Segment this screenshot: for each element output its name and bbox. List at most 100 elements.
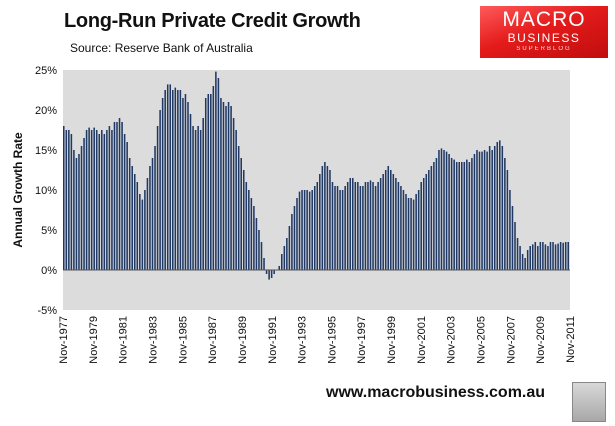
bar — [288, 226, 291, 270]
bar — [78, 154, 80, 270]
bar — [136, 182, 139, 270]
bar — [248, 190, 250, 270]
bar — [174, 87, 177, 270]
bar — [210, 94, 212, 270]
bar — [161, 98, 164, 270]
x-tick-label: Nov-2009 — [535, 316, 547, 364]
bar — [349, 178, 351, 270]
x-tick-label: Nov-2005 — [476, 316, 488, 364]
bar — [93, 127, 95, 270]
bar — [101, 130, 103, 270]
bar — [521, 254, 524, 270]
bar — [268, 270, 270, 280]
bar — [222, 102, 225, 270]
bar — [184, 94, 187, 270]
bar — [202, 118, 204, 270]
bar — [369, 180, 372, 270]
bar — [146, 178, 149, 270]
x-tick-label: Nov-1977 — [58, 316, 70, 364]
bar — [308, 191, 311, 270]
bar — [506, 170, 509, 270]
bar — [235, 130, 237, 270]
bar — [493, 146, 496, 270]
x-tick-label: Nov-2007 — [505, 316, 517, 364]
bar — [75, 158, 78, 270]
bar — [554, 244, 557, 270]
bar — [116, 122, 118, 270]
bar — [286, 238, 288, 270]
bar — [230, 106, 232, 270]
bar — [227, 102, 230, 270]
bar — [440, 148, 443, 270]
bar — [379, 178, 382, 270]
bar — [172, 90, 174, 270]
bar — [65, 130, 68, 270]
bar — [118, 118, 121, 270]
bar — [341, 190, 344, 270]
bar — [384, 170, 387, 270]
bar — [478, 151, 481, 270]
bar — [123, 134, 126, 270]
bar — [339, 190, 341, 270]
y-tick-label: 0% — [41, 265, 57, 277]
bar — [448, 154, 450, 270]
bar — [192, 126, 194, 270]
bar — [263, 258, 265, 270]
website-link[interactable]: www.macrobusiness.com.au — [326, 384, 546, 401]
bar — [144, 190, 146, 270]
bar — [156, 126, 159, 270]
bar — [529, 246, 531, 270]
bar — [504, 158, 506, 270]
x-tick-label: Nov-1993 — [297, 316, 309, 364]
bar — [443, 150, 445, 270]
bar — [519, 246, 521, 270]
bar — [458, 162, 460, 270]
bar — [410, 198, 412, 270]
bar — [283, 246, 286, 270]
bar — [450, 158, 453, 270]
bar — [374, 186, 377, 270]
bar — [329, 170, 331, 270]
bar — [88, 127, 90, 270]
y-tick-label: -5% — [37, 305, 57, 317]
bar — [166, 84, 169, 271]
bar — [549, 242, 552, 270]
bar — [293, 206, 296, 270]
bar — [103, 134, 106, 270]
bar — [306, 190, 308, 270]
bar — [154, 146, 156, 270]
x-tick-label: Nov-2003 — [446, 316, 458, 364]
x-tick-label: Nov-1997 — [356, 316, 368, 364]
macrobusiness-logo[interactable]: MACRO BUSINESS SUPERBLOG — [480, 6, 608, 58]
bar — [417, 190, 420, 270]
bar — [400, 186, 402, 270]
bar — [453, 159, 455, 270]
bar — [407, 198, 410, 270]
bar — [108, 126, 111, 270]
bar — [491, 150, 493, 270]
bar — [455, 162, 458, 270]
bar — [377, 182, 379, 270]
bar — [359, 186, 362, 270]
bar — [301, 190, 303, 270]
bar — [336, 186, 339, 270]
bar — [265, 270, 268, 274]
bar — [179, 90, 182, 270]
bar — [98, 134, 101, 270]
bar — [199, 130, 202, 270]
bar — [253, 206, 255, 270]
bar — [331, 182, 334, 270]
bar — [539, 242, 542, 270]
x-axis: Nov-1977 Nov-1979 Nov-1981 Nov-1983 Nov-1985… — [58, 316, 577, 364]
y-tick-label: 15% — [35, 145, 57, 157]
y-axis-label: Annual Growth Rate — [11, 132, 25, 248]
bar — [405, 194, 407, 270]
bar — [113, 122, 116, 270]
bar — [311, 190, 313, 270]
bar — [68, 130, 70, 270]
bar — [128, 158, 131, 270]
logo-line-3: SUPERBLOG — [516, 46, 572, 52]
bar — [245, 182, 248, 270]
bar — [547, 246, 549, 270]
